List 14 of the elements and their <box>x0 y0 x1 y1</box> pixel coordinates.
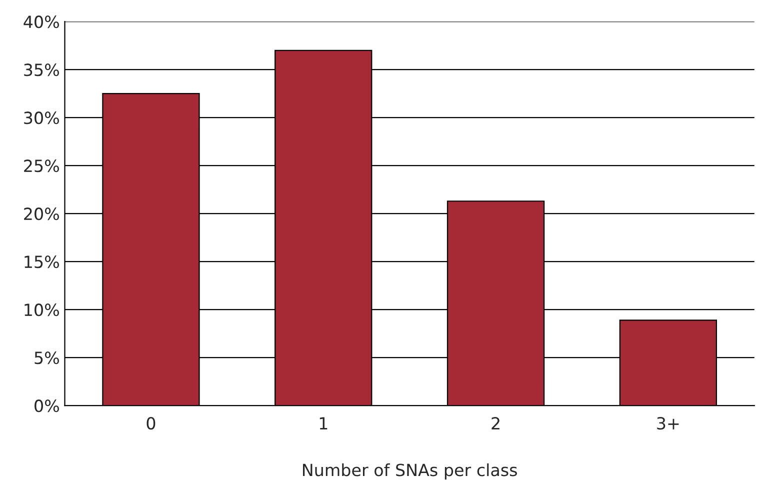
y-tick-label: 0% <box>34 400 59 412</box>
y-tick-label: 35% <box>24 64 59 76</box>
y-tick-label: 15% <box>24 256 59 268</box>
y-tick-label: 5% <box>34 352 59 364</box>
y-tick-label: 10% <box>24 304 59 316</box>
y-tick-label: 30% <box>24 112 59 124</box>
x-tick-label: 2 <box>492 417 500 430</box>
x-tick-label: 3+ <box>657 417 679 430</box>
x-tick-label: 0 <box>146 417 156 430</box>
y-tick-label: 20% <box>24 208 59 220</box>
y-tick-label: 40% <box>24 16 59 28</box>
x-axis-title: Number of SNAs per class <box>303 463 517 480</box>
x-tick-label: 1 <box>320 417 328 430</box>
y-tick-label: 25% <box>24 160 59 172</box>
